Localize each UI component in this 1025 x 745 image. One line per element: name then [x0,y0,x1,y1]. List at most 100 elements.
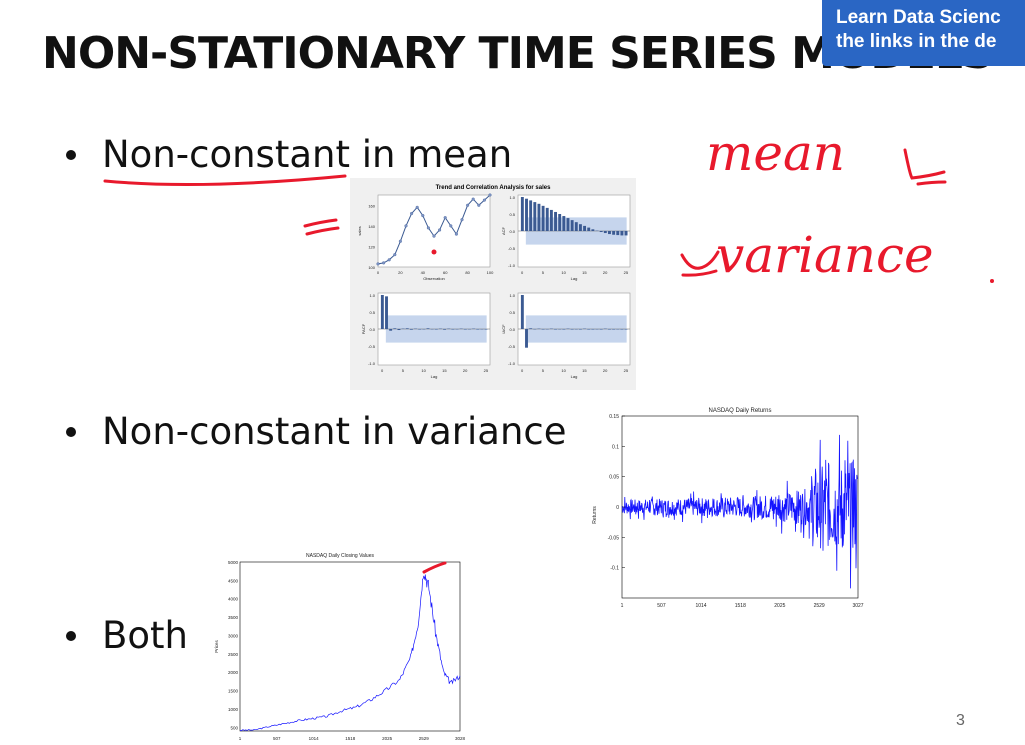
correlation-bar [562,329,566,330]
bullet-mean: Non-constant in mean [102,133,513,176]
x-tick-label: 20 [603,270,608,275]
x-tick-label: 0 [377,270,380,275]
x-tick-label: 10 [421,368,426,373]
bullet-dot [66,150,76,160]
page-number: 3 [956,712,965,729]
x-tick-label: 20 [463,368,468,373]
promo-banner[interactable]: Learn Data Scienc the links in the de [822,0,1025,66]
correlation-bar [608,329,611,330]
correlation-bar [624,231,628,236]
y-tick-label: 1500 [228,689,239,694]
y-tick-label: 500 [230,725,238,730]
x-tick-label: 3028 [455,736,466,741]
x-tick-label: 60 [443,270,448,275]
y-tick-label: -0.1 [610,566,619,572]
correlation-bar [570,220,574,231]
x-tick-label: 2529 [419,736,430,741]
x-axis-label: Lag [571,374,578,379]
correlation-bar [463,329,467,330]
correlation-bar [578,224,582,231]
sales-point [454,232,458,236]
correlation-bar [587,329,591,330]
y-tick-label: 3000 [228,633,239,638]
x-tick-label: 1 [621,603,624,609]
closing-line [239,574,461,731]
y-tick-label: -1.0 [508,361,516,366]
sales-panel: 100 120 140 160 0 20 40 60 80 100 Observation sales [357,193,494,281]
correlation-bar [620,231,624,236]
returns-line [621,434,858,589]
x-tick-label: 5 [402,368,405,373]
y-tick-label: 2500 [228,652,239,657]
correlation-bar [620,329,624,330]
checkmark-stroke [303,218,340,236]
correlation-bar [578,329,582,330]
correlation-bar [624,329,628,330]
x-tick-label: 3027 [852,603,863,609]
x-tick-label: 0 [521,368,524,373]
sales-point [376,262,380,266]
x-tick-label: 2025 [774,603,785,609]
correlation-bar [583,225,587,231]
correlation-bar [591,329,595,330]
correlation-bar [476,329,480,330]
y-tick-label: -0.05 [608,535,620,541]
x-tick-label: 100 [487,270,494,275]
sales-point [426,226,430,230]
sales-point [382,261,386,265]
x-tick-label: 2529 [814,603,825,609]
trend-correlation-figure: Trend and Correlation Analysis for sales… [350,178,636,390]
correlation-bar [562,216,566,231]
sales-point [466,203,470,207]
correlation-bar [484,329,488,330]
y-tick-label: 1.0 [509,195,515,200]
y-tick-label: -1.0 [368,361,376,366]
sales-point [438,228,442,232]
check-mean-stroke [903,148,947,186]
handwritten-mean: mean [706,124,845,182]
y-tick-label: 0.0 [509,229,515,234]
x-tick-label: 2025 [382,736,393,741]
correlation-bar [434,329,438,330]
y-tick-label: 0.1 [612,444,619,450]
correlation-bar [418,329,422,330]
x-axis-label: Lag [431,374,438,379]
correlation-bar [529,328,533,329]
y-tick-label: 0.5 [509,310,515,315]
correlation-bar [603,231,607,234]
correlation-bar [409,329,413,330]
correlation-bar [397,329,401,331]
correlation-bar [380,295,384,329]
correlation-bar [443,329,447,330]
correlation-bar [545,207,549,231]
correlation-bar [520,295,524,329]
x-tick-label: 1014 [309,736,320,741]
sales-point [421,214,425,218]
correlation-bar [529,200,533,231]
x-tick-label: 5 [542,368,545,373]
sales-point [387,258,391,262]
x-axis-label: Lag [571,276,578,281]
sales-point [449,224,453,228]
y-tick-label: 0.5 [509,212,515,217]
bullet-dot [66,631,76,641]
correlation-bar [591,229,595,231]
sales-point [488,193,492,197]
x-tick-label: 15 [442,368,447,373]
correlation-bar [393,328,397,329]
correlation-bar [574,222,578,231]
x-tick-label: 25 [624,368,629,373]
correlation-bar [612,231,616,235]
correlation-bar [587,227,591,231]
correlation-bar [533,202,537,231]
banner-line-2: the links in the de [836,31,997,52]
underline-stroke [103,174,347,187]
y-tick-label: 0.0 [509,327,515,332]
correlation-bar [389,329,393,331]
x-tick-label: 0 [521,270,524,275]
y-tick-label: 1.0 [509,293,515,298]
pacf-panel: 1.0 0.5 0.0 -0.5 -1.0 0 5 10 15 20 25 Lag PACF [361,292,491,379]
correlation-bar [608,231,611,235]
y-axis-label: PACF [361,323,366,334]
y-tick-label: 4500 [228,578,239,583]
